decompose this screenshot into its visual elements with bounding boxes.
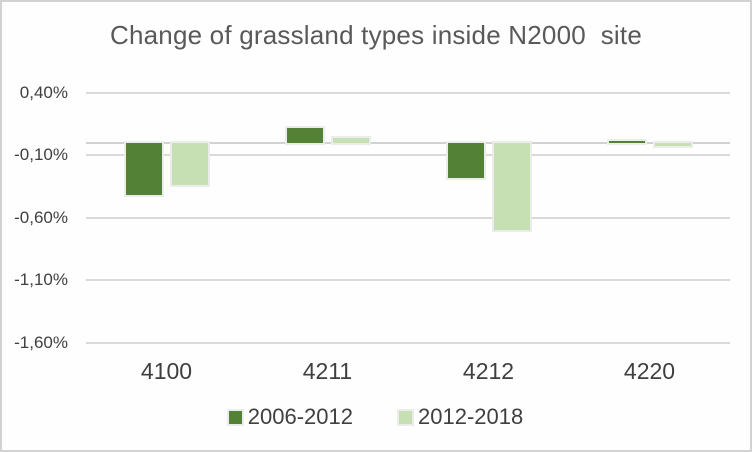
legend: 2006-2012 2012-2018 [2, 404, 750, 430]
legend-item-2012-2018: 2012-2018 [399, 404, 523, 430]
y-tick-label: -1,10% [14, 270, 68, 289]
bar-2006-2012-4211 [286, 127, 323, 143]
bar-2006-2012-4220 [608, 141, 645, 143]
bar-2012-2018-4212 [493, 142, 530, 230]
y-tick-label: -0,10% [14, 145, 68, 164]
gridline [86, 154, 730, 156]
x-tick-label: 4211 [302, 358, 353, 384]
legend-swatch-icon [399, 410, 412, 424]
y-tick-label: -0,60% [14, 207, 68, 227]
bar-2006-2012-4100 [125, 142, 162, 195]
legend-item-2006-2012: 2006-2012 [228, 404, 353, 430]
x-tick-label: 4100 [140, 358, 193, 384]
x-tick-label: 4220 [623, 358, 676, 384]
chart-title: Change of grassland types inside N2000 s… [109, 20, 642, 50]
gridline [86, 216, 730, 219]
bar-2012-2018-4220 [654, 142, 691, 147]
legend-swatch-icon [228, 410, 242, 424]
y-tick-label: -1,60% [14, 332, 68, 352]
zero-axis-line [86, 141, 730, 144]
gridline [86, 91, 730, 94]
y-tick-label: 0,40% [19, 82, 68, 102]
legend-label: 2012-2018 [418, 404, 524, 429]
legend-label: 2006-2012 [247, 404, 353, 429]
bar-2006-2012-4212 [447, 142, 484, 178]
gridline [86, 341, 730, 344]
gridline [86, 279, 730, 281]
bar-2012-2018-4100 [171, 142, 208, 185]
bar-2012-2018-4211 [332, 137, 369, 143]
x-tick-label: 4212 [462, 358, 515, 384]
